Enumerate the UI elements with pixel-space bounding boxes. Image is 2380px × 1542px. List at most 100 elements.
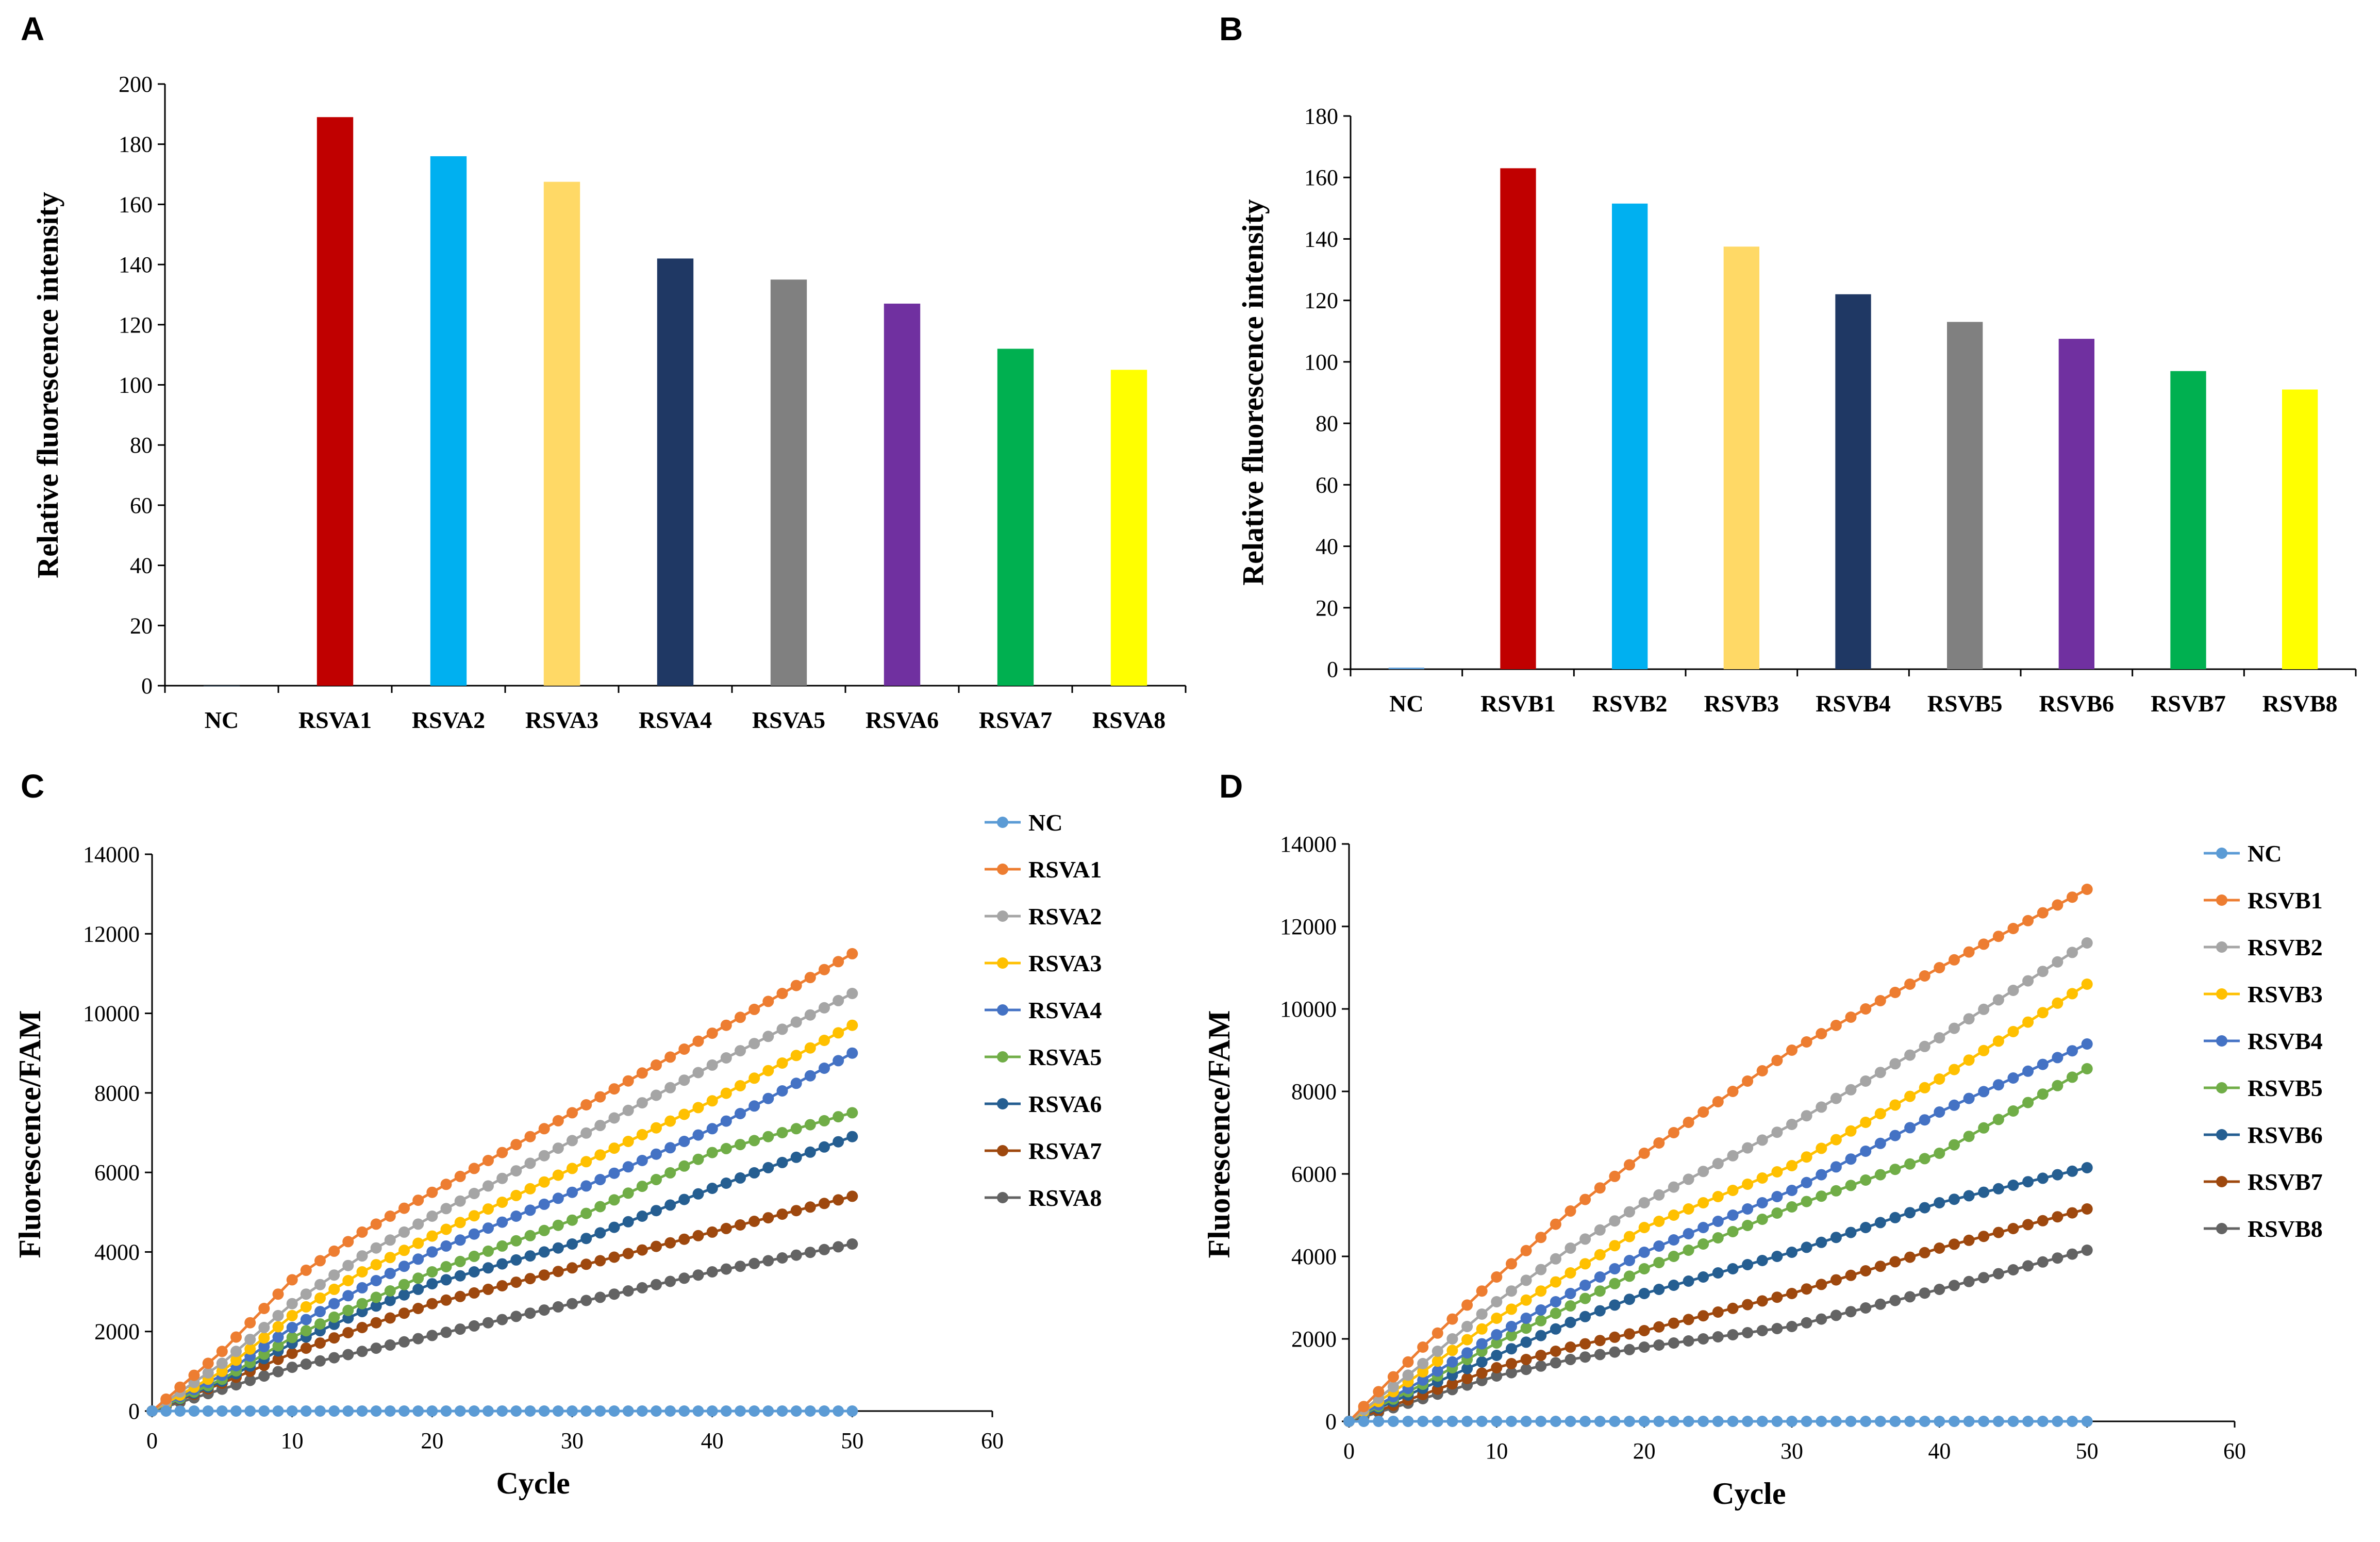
data-point [735,1108,746,1119]
data-point [2052,956,2063,968]
data-point [1874,1298,1886,1310]
y-tick-label: 12000 [1280,914,1337,939]
x-axis-label: Cycle [496,1466,570,1500]
data-point [678,1160,690,1172]
data-point [762,1065,774,1076]
data-point [1594,1271,1606,1283]
data-point [748,1003,760,1015]
panel-c: C 0 2000 4000 6000 8000 10000 12000 14000 Fluores… [13,768,1102,1500]
data-point [692,1269,704,1281]
data-point [370,1218,382,1230]
data-point [580,1295,592,1306]
legend-swatch-marker [2216,1223,2227,1234]
data-point [1756,1172,1768,1184]
y-axis-label: Fluorescence/FAM [13,1010,47,1258]
data-point [1387,1371,1399,1383]
data-point [1712,1306,1724,1318]
data-point [1860,1146,1872,1157]
data-point [651,1174,662,1185]
data-point [1992,994,2004,1006]
data-point [2022,1176,2034,1188]
data-point [440,1203,452,1215]
data-point [776,1127,788,1138]
data-point [1771,1416,1783,1427]
data-point [524,1230,536,1241]
data-point [1520,1245,1532,1256]
data-point [594,1201,606,1213]
data-point [776,988,788,999]
data-point [608,1405,620,1417]
data-point [1417,1341,1429,1353]
data-point [1712,1096,1724,1107]
data-point [174,1381,186,1393]
data-point [678,1074,690,1086]
data-point [244,1343,256,1355]
data-point [258,1332,270,1344]
data-point [1816,1169,1827,1181]
data-point [398,1202,410,1214]
data-point [552,1115,564,1126]
y-tick-label: 0 [141,673,153,699]
data-point [622,1104,634,1116]
data-point [1535,1330,1547,1341]
category-label: RSVA4 [639,707,712,733]
data-point [833,1405,844,1417]
data-point [1889,1058,1901,1070]
x-tick-label: 60 [981,1428,1004,1453]
data-point [664,1167,676,1179]
data-point [2022,1097,2034,1108]
data-point [1506,1330,1517,1341]
data-point [1520,1274,1532,1286]
data-point [1491,1296,1503,1307]
data-point [1535,1285,1547,1297]
data-point [454,1195,466,1207]
data-point [468,1228,480,1240]
legend-swatch-marker [997,1004,1008,1016]
data-point [1992,1416,2004,1427]
data-point [636,1181,648,1192]
y-tick-label: 8000 [94,1081,140,1106]
legend-swatch-marker [2216,1035,2227,1047]
data-point [440,1179,452,1190]
data-point [608,1112,620,1124]
bar-rsvb4 [1835,294,1871,669]
data-point [1963,946,1975,958]
y-tick-label: 120 [119,312,153,338]
legend-item-rsva3: RSVA3 [985,950,1102,976]
data-point [651,1122,662,1134]
data-point [1949,1022,1960,1034]
data-point [1874,1169,1886,1181]
legend-label: RSVA1 [1028,856,1102,883]
data-point [1786,1185,1798,1196]
data-point [1845,1125,1857,1137]
category-label: NC [205,707,239,733]
data-point [230,1354,242,1366]
data-point [2052,1080,2063,1091]
data-point [398,1226,410,1238]
data-point [1417,1366,1429,1378]
data-point [594,1149,606,1161]
data-point [833,1027,844,1039]
data-point [594,1174,606,1185]
data-point [2081,1245,2093,1256]
data-point [1550,1416,1561,1427]
data-point [468,1405,480,1417]
legend-item-nc: NC [2204,840,2282,867]
data-point [1653,1416,1665,1427]
bar-rsvb1 [1500,168,1536,670]
data-point [328,1269,340,1281]
data-point [440,1223,452,1235]
data-point [1697,1310,1709,1322]
data-point [538,1246,550,1258]
data-point [1432,1365,1443,1377]
data-point [1992,1079,2004,1091]
data-point [342,1327,354,1338]
data-point [552,1405,564,1417]
data-point [1535,1360,1547,1372]
data-point [706,1226,718,1238]
data-point [1624,1328,1635,1340]
data-point [1801,1241,1812,1253]
data-point [762,1031,774,1042]
data-point [1506,1358,1517,1369]
panel-b: B 0 20 40 60 80 100 120 140 160 180 Relative fluore… [1219,10,2357,717]
